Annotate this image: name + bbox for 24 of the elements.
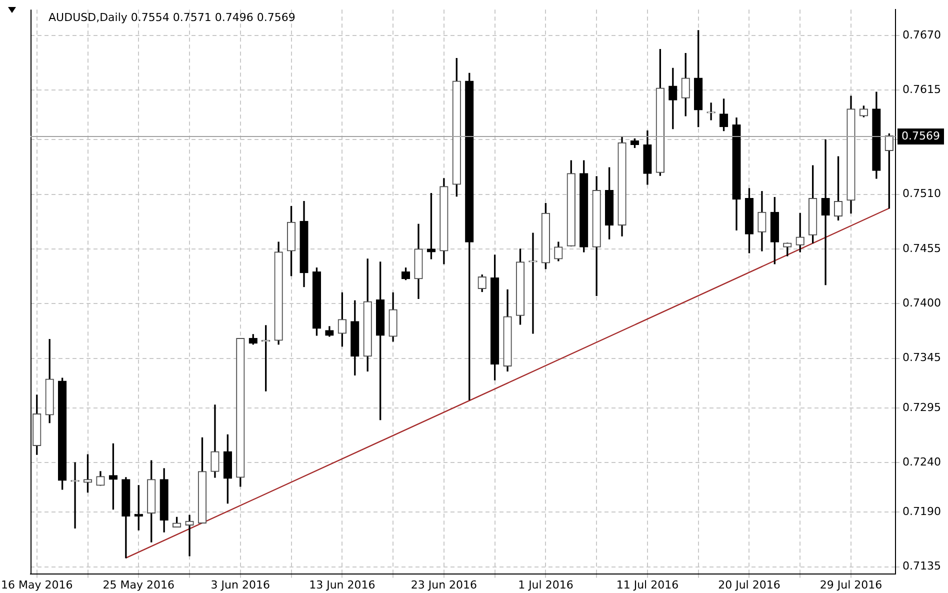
y-tick-label: 0.7400 — [902, 296, 942, 310]
ref-line-label: 0.7569 — [902, 129, 940, 142]
y-tick-label: 0.7345 — [902, 351, 942, 364]
x-tick-label: 16 May 2016 — [1, 578, 73, 592]
y-tick-label: 0.7295 — [902, 400, 942, 414]
x-tick-label: 20 Jul 2016 — [718, 578, 780, 592]
x-tick-label: 3 Jun 2016 — [210, 578, 270, 592]
x-tick-label: 11 Jul 2016 — [616, 578, 679, 592]
y-tick-label: 0.7190 — [902, 505, 942, 518]
chart-title: AUDUSD,Daily 0.7554 0.7571 0.7496 0.7569 — [48, 10, 296, 24]
y-tick-label: 0.7455 — [902, 242, 942, 255]
y-tick-label: 0.7135 — [902, 560, 942, 573]
y-tick-label: 0.7240 — [902, 455, 942, 468]
candlestick — [70, 462, 80, 528]
x-tick-label: 25 May 2016 — [102, 578, 175, 592]
y-tick-label: 0.7670 — [902, 28, 942, 42]
x-tick-label: 1 Jul 2016 — [518, 578, 574, 592]
x-tick-label: 23 Jun 2016 — [410, 578, 478, 592]
x-tick-label: 29 Jul 2016 — [820, 578, 882, 592]
y-tick-label: 0.7615 — [902, 82, 942, 96]
x-tick-label: 13 Jun 2016 — [309, 578, 376, 592]
y-tick-label: 0.7510 — [902, 187, 942, 200]
candlestick — [185, 514, 194, 556]
candlestick — [821, 139, 830, 286]
